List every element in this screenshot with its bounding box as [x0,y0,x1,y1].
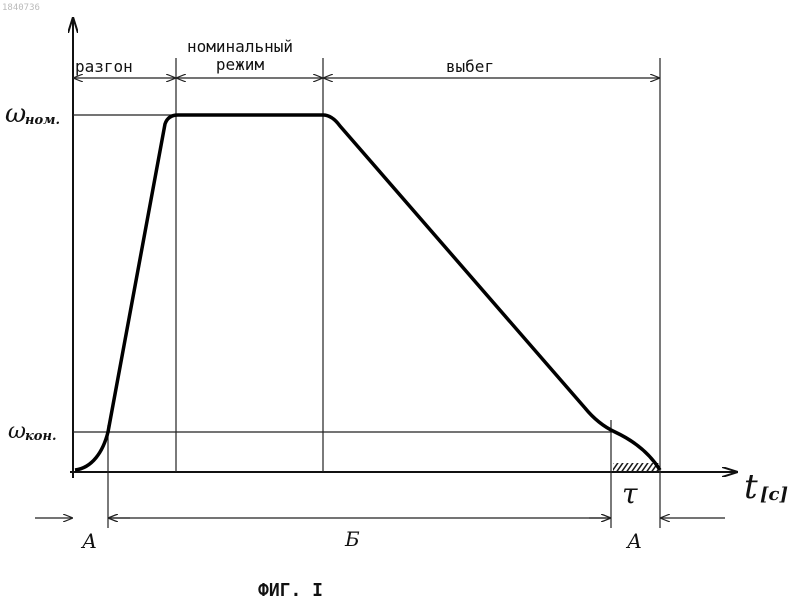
phase-label: выбег [446,57,494,76]
interval-label: А [625,529,642,553]
interval-label: А [80,529,97,553]
omega-subscript: ном. [25,113,60,128]
hatch [613,463,659,471]
phase-label: режим [216,55,265,74]
tau-label: τ [622,477,638,510]
guide-lines [73,58,660,528]
caption: ФИГ. I [258,580,323,601]
omega-subscript: кон. [25,429,56,444]
omega-symbol: ω [5,99,26,129]
phase-label: номинальный [187,37,293,56]
x-axis-symbol: t [744,467,758,507]
x-axis-unit: [c] [760,484,788,505]
doc-number: 1840736 [2,3,40,13]
omega-symbol: ω [8,419,26,444]
interval-label: Б [344,527,360,551]
speed-curve [75,115,660,470]
figure: 1840736 разгон номинальный режим выбег ω… [0,0,800,601]
phase-label: разгон [75,57,133,76]
